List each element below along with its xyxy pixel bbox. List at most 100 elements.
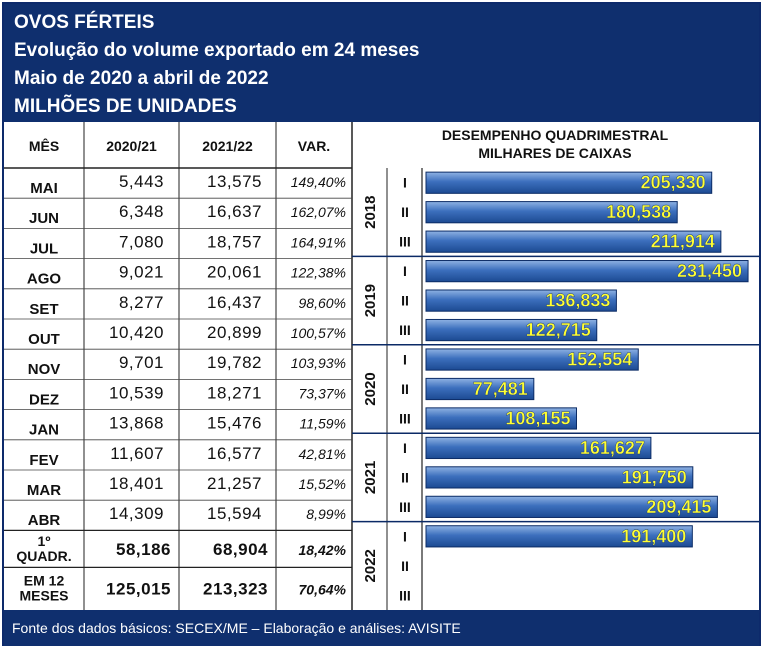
bar-label: 152,554 xyxy=(567,350,632,370)
year-label: 2021 xyxy=(362,461,379,494)
table-and-chart: MÊS 2020/21 2021/22 VAR. DESEMPENHO QUADRIME… xyxy=(4,122,759,610)
year-label: 2018 xyxy=(362,196,379,229)
row-value-2020-21: 13,868 xyxy=(109,414,164,433)
quarter-label: I xyxy=(403,352,407,368)
bar-2018-II xyxy=(425,201,678,224)
chart-title: DESEMPENHO QUADRIMESTRAL xyxy=(442,127,669,143)
bar-2022-I xyxy=(425,525,693,548)
quarter-label: II xyxy=(401,293,409,309)
row-value-2021-22: 15,594 xyxy=(207,504,262,523)
bar-2020-I xyxy=(425,348,639,371)
bar-2019-II xyxy=(425,289,617,312)
quarter-label: I xyxy=(403,175,407,191)
bar-2018-I xyxy=(425,171,713,194)
column-header: MÊS xyxy=(29,137,59,154)
summary-value-2021-22: 68,904 xyxy=(213,540,268,559)
row-month: FEV xyxy=(29,452,58,469)
row-value-2020-21: 8,277 xyxy=(119,293,164,312)
bar-label: 205,330 xyxy=(641,173,706,193)
bar-2021-II xyxy=(425,466,694,489)
row-month: NOV xyxy=(28,361,61,378)
row-value-2020-21: 5,443 xyxy=(119,172,164,191)
quarter-label: III xyxy=(399,499,411,515)
summary-variation: 18,42% xyxy=(299,542,347,558)
subtitle: Evolução do volume exportado em 24 meses xyxy=(14,40,420,61)
row-value-2021-22: 13,575 xyxy=(207,172,262,191)
row-value-2021-22: 18,757 xyxy=(207,232,262,251)
row-month: MAI xyxy=(30,180,58,197)
row-variation: 11,59% xyxy=(300,416,346,432)
quarter-label: II xyxy=(401,381,409,397)
row-variation: 164,91% xyxy=(291,234,346,250)
summary-label: EM 12 xyxy=(24,573,65,589)
row-variation: 15,52% xyxy=(299,476,346,492)
year-label: 2019 xyxy=(362,284,379,317)
row-value-2020-21: 10,420 xyxy=(109,323,164,342)
bar-label: 136,833 xyxy=(545,291,610,311)
row-variation: 122,38% xyxy=(291,265,346,281)
quarter-label: III xyxy=(399,410,411,426)
quarter-label: I xyxy=(403,528,407,544)
row-month: ABR xyxy=(28,512,61,529)
row-month: OUT xyxy=(28,331,60,348)
row-variation: 103,93% xyxy=(291,355,346,371)
bar-label: 108,155 xyxy=(505,408,570,428)
row-month: AGO xyxy=(27,271,62,288)
row-value-2020-21: 6,348 xyxy=(119,202,164,221)
summary-label: QUADR. xyxy=(16,548,71,564)
quarter-label: III xyxy=(399,234,411,250)
bar-label: 191,750 xyxy=(622,467,687,487)
row-month: SET xyxy=(29,301,58,318)
row-value-2021-22: 18,271 xyxy=(207,383,262,402)
row-value-2020-21: 9,701 xyxy=(119,353,164,372)
quarter-label: I xyxy=(403,263,407,279)
row-value-2021-22: 20,899 xyxy=(207,323,262,342)
row-month: MAR xyxy=(27,482,61,499)
row-variation: 42,81% xyxy=(299,446,346,462)
row-value-2020-21: 9,021 xyxy=(119,263,164,282)
column-header: VAR. xyxy=(298,138,330,154)
bar-label: 209,415 xyxy=(646,497,711,517)
summary-value-2021-22: 213,323 xyxy=(203,580,268,599)
title: OVOS FÉRTEIS xyxy=(14,12,155,33)
source-footer: Fonte dos dados básicos: SECEX/ME – Elab… xyxy=(4,610,759,646)
quarter-label: I xyxy=(403,440,407,456)
bar-label: 211,914 xyxy=(651,232,715,252)
bar-2021-III xyxy=(425,495,718,518)
quarter-label: III xyxy=(399,587,411,603)
row-value-2021-22: 20,061 xyxy=(207,263,262,282)
column-header: 2021/22 xyxy=(202,138,253,154)
row-variation: 100,57% xyxy=(291,325,346,341)
bar-label: 191,400 xyxy=(621,526,686,546)
row-month: DEZ xyxy=(29,391,59,408)
column-header: 2020/21 xyxy=(106,138,157,154)
quarter-label: III xyxy=(399,322,411,338)
row-value-2021-22: 15,476 xyxy=(207,414,262,433)
year-label: 2022 xyxy=(362,549,379,582)
bar-label: 161,627 xyxy=(580,438,645,458)
bar-label: 231,450 xyxy=(677,261,742,281)
quarter-label: II xyxy=(401,204,409,220)
bar-2020-III xyxy=(425,407,577,430)
row-month: JUL xyxy=(30,240,58,257)
bar-2019-III xyxy=(425,318,598,342)
row-variation: 162,07% xyxy=(291,204,346,220)
quarter-label: II xyxy=(401,469,409,485)
summary-variation: 70,64% xyxy=(299,582,347,598)
unit-label: MILHÕES DE UNIDADES xyxy=(14,96,237,117)
row-value-2021-22: 21,257 xyxy=(207,474,262,493)
bar-2019-I xyxy=(425,260,749,283)
year-label: 2020 xyxy=(362,372,379,405)
row-value-2020-21: 11,607 xyxy=(110,444,164,463)
quarter-label: II xyxy=(401,558,409,574)
row-variation: 98,60% xyxy=(299,295,346,311)
bar-2021-I xyxy=(425,436,652,460)
row-variation: 149,40% xyxy=(291,174,346,190)
period: Maio de 2020 a abril de 2022 xyxy=(14,68,269,89)
bar-2020-II xyxy=(425,377,535,401)
row-variation: 8,99% xyxy=(306,506,346,522)
header-panel: OVOS FÉRTEIS Evolução do volume exportad… xyxy=(4,4,759,122)
summary-value-2020-21: 58,186 xyxy=(116,540,171,559)
row-value-2021-22: 16,577 xyxy=(207,444,262,463)
